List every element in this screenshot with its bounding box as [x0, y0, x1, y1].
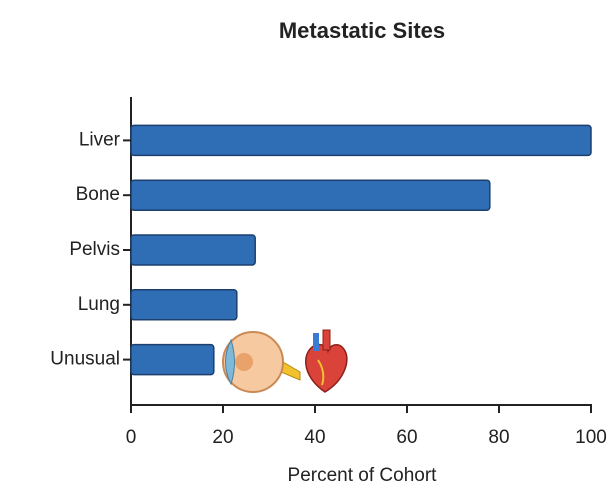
x-tick-label: 20	[212, 427, 233, 448]
x-tick-label: 0	[126, 427, 137, 448]
bar	[130, 179, 491, 211]
y-tick-label: Bone	[76, 184, 120, 205]
bar	[130, 343, 215, 376]
y-tick-label: Liver	[79, 129, 121, 150]
heart-icon	[305, 329, 348, 393]
bar	[130, 124, 592, 157]
eye-icon	[222, 331, 301, 393]
x-tick-label: 100	[575, 427, 607, 448]
x-axis-label: Percent of Cohort	[288, 465, 438, 486]
x-tick-label: 80	[488, 427, 509, 448]
bar	[130, 289, 238, 321]
y-tick-label: Pelvis	[69, 239, 120, 260]
y-tick-label: Unusual	[50, 349, 120, 370]
bar	[130, 234, 256, 266]
y-tick-label: Lung	[78, 294, 120, 315]
x-tick-label: 60	[396, 427, 417, 448]
x-tick-label: 40	[304, 427, 325, 448]
chart-title: Metastatic Sites	[279, 18, 445, 43]
